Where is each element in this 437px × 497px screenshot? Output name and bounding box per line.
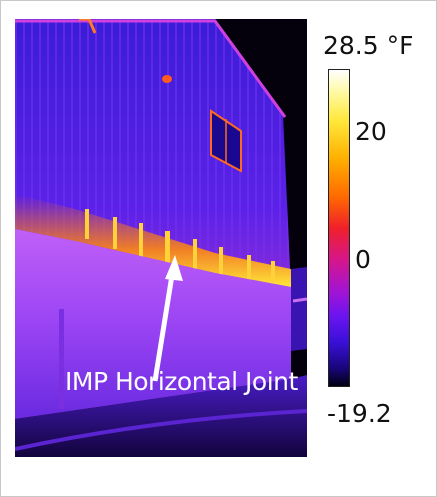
thermal-image [15,19,307,457]
colorbar-min-label: -19.2 [327,399,392,428]
colorbar-max-label: 28.5 °F [323,31,414,60]
colorbar [328,69,350,387]
annotation-label: IMP Horizontal Joint [65,367,298,396]
colorbar-tick-20: 20 [355,117,387,146]
colorbar-tick-0: 0 [355,245,371,274]
